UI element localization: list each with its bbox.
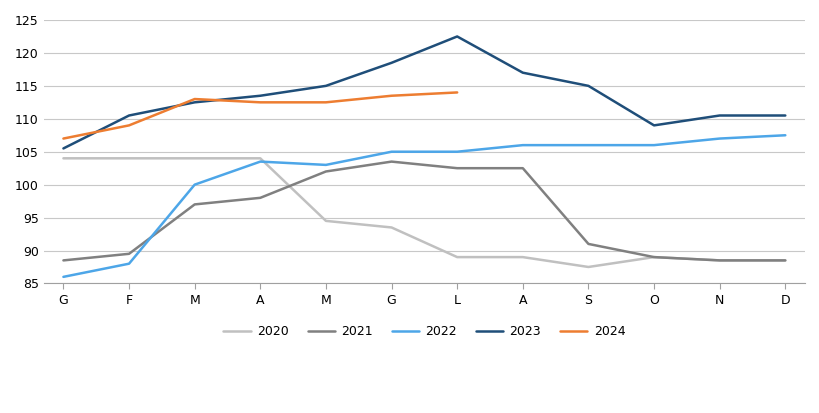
2023 <box>780 113 790 118</box>
Line: 2024: 2024 <box>63 93 457 138</box>
2022 <box>780 133 790 138</box>
2021 <box>714 258 724 263</box>
2020 <box>58 156 68 161</box>
Line: 2021: 2021 <box>63 161 785 260</box>
Line: 2023: 2023 <box>63 36 785 148</box>
2023 <box>124 113 133 118</box>
2023 <box>189 100 199 105</box>
2022 <box>452 149 462 154</box>
2022 <box>649 142 658 147</box>
2021 <box>780 258 790 263</box>
2023 <box>714 113 724 118</box>
Line: 2022: 2022 <box>63 135 785 277</box>
2024 <box>255 100 265 105</box>
2020 <box>255 156 265 161</box>
2021 <box>124 252 133 256</box>
2024 <box>452 90 462 95</box>
2021 <box>452 166 462 171</box>
2023 <box>387 60 396 65</box>
2022 <box>255 159 265 164</box>
2020 <box>124 156 133 161</box>
2023 <box>452 34 462 39</box>
2023 <box>649 123 658 128</box>
2023 <box>255 93 265 98</box>
2024 <box>124 123 133 128</box>
2020 <box>452 255 462 260</box>
2020 <box>780 258 790 263</box>
2021 <box>387 159 396 164</box>
2024 <box>320 100 330 105</box>
2022 <box>518 142 527 147</box>
2021 <box>320 169 330 174</box>
2022 <box>714 136 724 141</box>
2021 <box>255 195 265 200</box>
2021 <box>649 255 658 260</box>
2023 <box>58 146 68 151</box>
2021 <box>189 202 199 207</box>
2022 <box>189 182 199 187</box>
2024 <box>58 136 68 141</box>
2022 <box>124 261 133 266</box>
2022 <box>58 274 68 279</box>
Legend: 2020, 2021, 2022, 2023, 2024: 2020, 2021, 2022, 2023, 2024 <box>218 320 630 343</box>
2020 <box>320 218 330 223</box>
2020 <box>649 255 658 260</box>
2022 <box>583 142 593 147</box>
2021 <box>583 242 593 247</box>
2020 <box>189 156 199 161</box>
2022 <box>320 162 330 167</box>
2023 <box>583 83 593 88</box>
2020 <box>387 225 396 230</box>
2024 <box>189 97 199 102</box>
2021 <box>518 166 527 171</box>
2020 <box>714 258 724 263</box>
2020 <box>518 255 527 260</box>
2021 <box>58 258 68 263</box>
2020 <box>583 264 593 269</box>
2023 <box>518 70 527 75</box>
2023 <box>320 83 330 88</box>
2022 <box>387 149 396 154</box>
2024 <box>387 93 396 98</box>
Line: 2020: 2020 <box>63 158 785 267</box>
